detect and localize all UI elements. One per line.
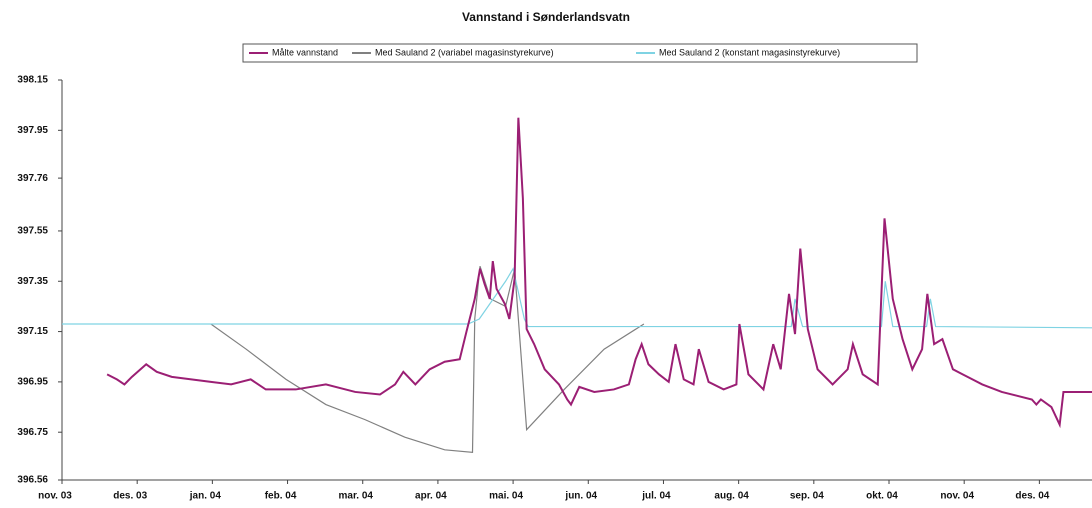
y-tick-label: 396.56 xyxy=(17,475,48,486)
x-tick-label: mai. 04 xyxy=(489,491,523,502)
y-tick-label: 397.15 xyxy=(17,326,48,337)
series-line xyxy=(106,117,1092,429)
chart-title: Vannstand i Sønderlandsvatn xyxy=(462,10,630,24)
y-tick-label: 396.95 xyxy=(17,377,48,388)
x-tick-label: okt. 04 xyxy=(866,491,898,502)
x-tick-label: nov. 04 xyxy=(940,491,974,502)
x-tick-label: mar. 04 xyxy=(338,491,373,502)
y-tick-label: 397.35 xyxy=(17,276,48,287)
x-tick-label: jan. 04 xyxy=(189,491,222,502)
legend-label: Med Sauland 2 (konstant magasinstyrekurv… xyxy=(659,47,840,57)
x-tick-label: feb. 04 xyxy=(265,491,297,502)
y-tick-label: 396.75 xyxy=(17,427,48,438)
x-tick-label: des. 04 xyxy=(1015,491,1049,502)
y-tick-label: 397.95 xyxy=(17,125,48,136)
x-tick-label: jun. 04 xyxy=(564,491,597,502)
legend-box xyxy=(242,43,918,63)
y-tick-label: 397.76 xyxy=(17,173,48,184)
x-tick-label: apr. 04 xyxy=(415,491,447,502)
x-tick-label: sep. 04 xyxy=(790,491,824,502)
legend-label: Med Sauland 2 (variabel magasinstyrekurv… xyxy=(375,47,554,57)
x-tick-label: aug. 04 xyxy=(714,491,749,502)
x-tick-label: nov. 03 xyxy=(38,491,72,502)
y-tick-label: 398.15 xyxy=(17,75,48,86)
legend-label: Målte vannstand xyxy=(272,47,338,57)
series-line xyxy=(62,267,1092,329)
y-tick-label: 397.55 xyxy=(17,226,48,237)
series-line xyxy=(210,265,645,453)
x-tick-label: des. 03 xyxy=(113,491,147,502)
x-tick-label: jul. 04 xyxy=(641,491,671,502)
